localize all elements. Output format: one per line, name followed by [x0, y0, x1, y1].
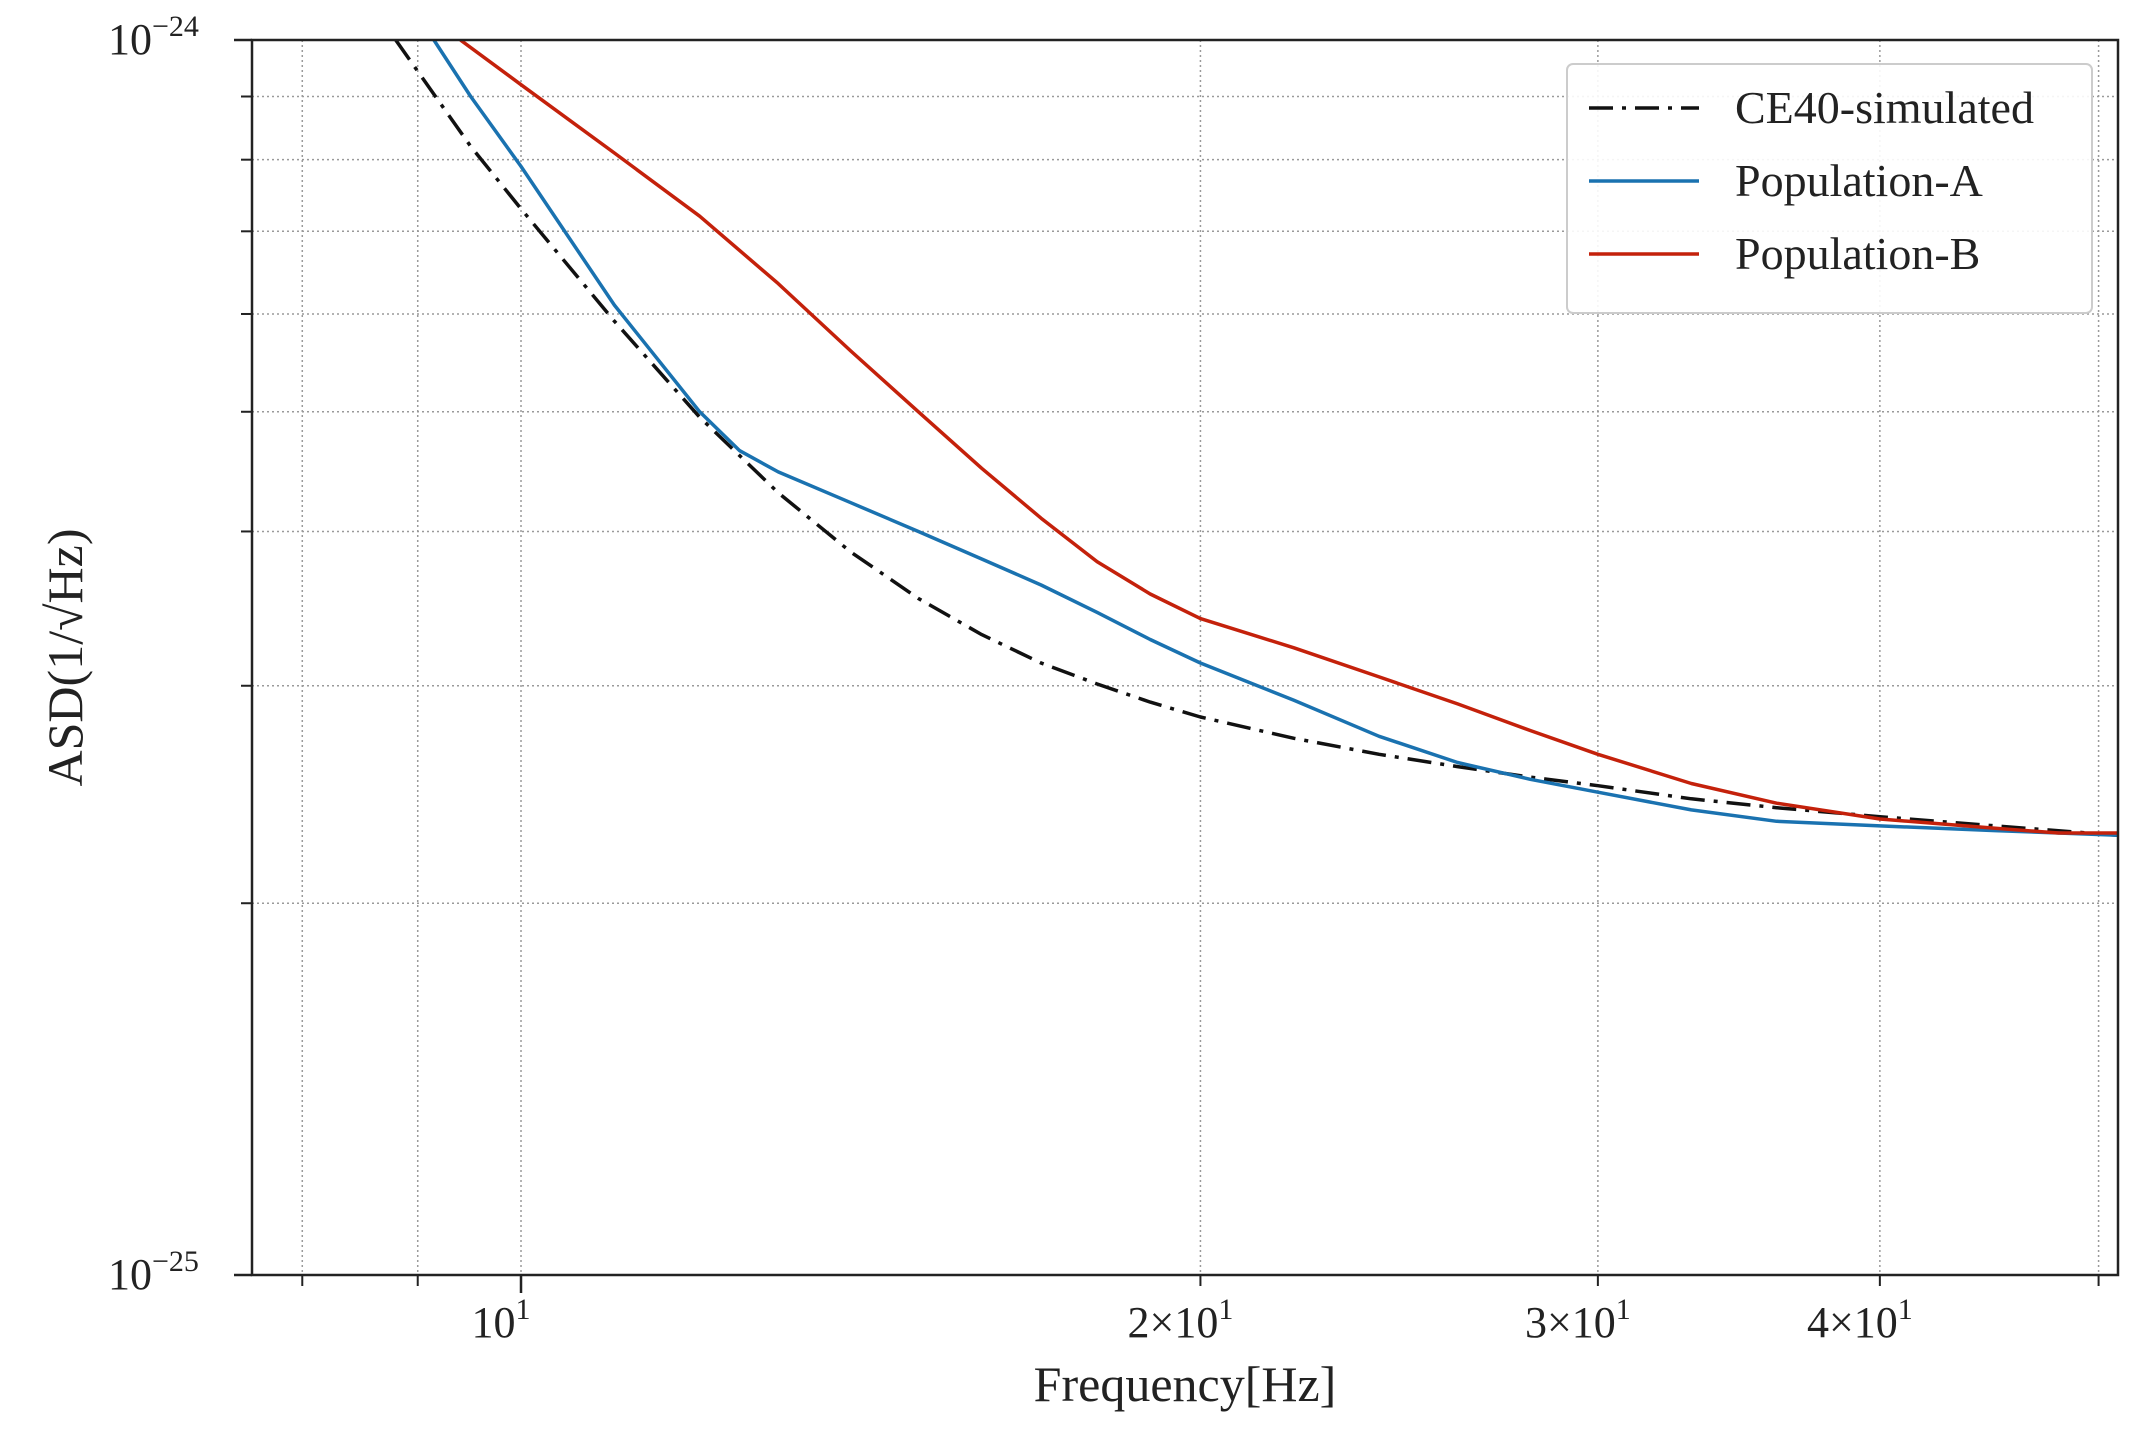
x-tick-label: 2×101: [1128, 1293, 1234, 1347]
y-axis-label: ASD(1/√Hz): [37, 529, 93, 787]
legend-label: CE40-simulated: [1735, 82, 2034, 133]
legend-box: [1566, 63, 2093, 314]
x-axis-label: Frequency[Hz]: [1034, 1356, 1337, 1412]
y-tick-label: 10−25: [108, 1245, 199, 1299]
x-tick-label: 101: [472, 1293, 531, 1347]
series-line-1: [394, 40, 2118, 838]
plot-frame: [250, 38, 2120, 1277]
ticks: 101 2×101 3×101 4×101 10−25 10−24: [108, 10, 2100, 1347]
x-tick-label: 3×101: [1525, 1293, 1631, 1347]
series-line-2: [432, 40, 2118, 838]
y-tick-label: 10−24: [108, 10, 199, 64]
legend-label: Population-A: [1735, 155, 1983, 206]
legend: CE40-simulated Population-A Population-B: [1566, 63, 2093, 314]
x-tick-label: 4×101: [1807, 1293, 1913, 1347]
series-group: [394, 40, 2118, 838]
legend-label: Population-B: [1735, 228, 1980, 279]
series-line-3: [459, 40, 2118, 835]
